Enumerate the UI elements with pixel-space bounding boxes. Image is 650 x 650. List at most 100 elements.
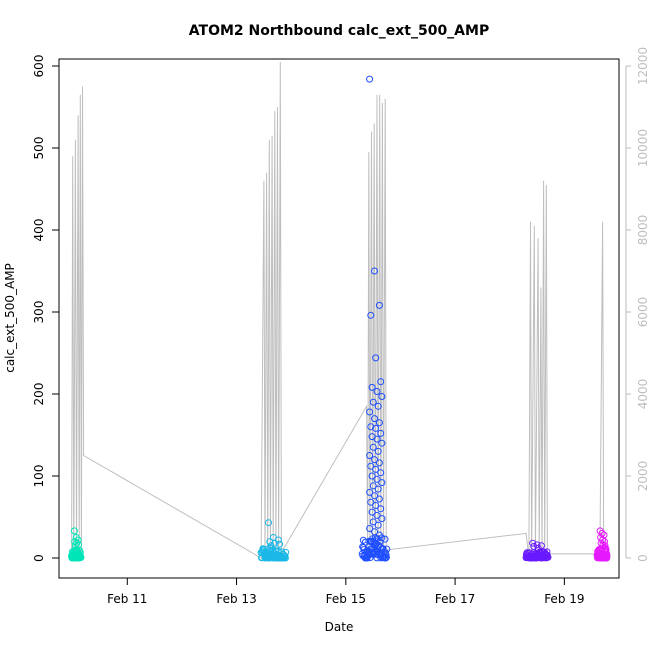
data-point — [603, 550, 611, 558]
x-tick-label: Feb 15 — [326, 592, 366, 606]
data-point — [369, 482, 377, 490]
data-point — [369, 443, 377, 451]
data-point — [373, 388, 381, 395]
data-point — [371, 528, 378, 536]
data-point — [529, 539, 537, 547]
data-point — [267, 542, 275, 550]
data-point — [367, 311, 375, 319]
y-tick-label: 100 — [32, 465, 46, 488]
data-point — [367, 423, 375, 431]
y2-tick-label: 8000 — [636, 215, 650, 246]
y-tick-label: 600 — [32, 55, 46, 78]
data-point — [372, 354, 380, 362]
data-point — [70, 527, 78, 535]
scatter-points-group — [68, 75, 611, 562]
data-point — [377, 469, 385, 477]
data-point — [369, 398, 377, 406]
data-point — [276, 540, 284, 548]
data-point — [367, 498, 375, 506]
data-point — [375, 459, 383, 467]
data-point — [372, 424, 380, 432]
y-tick-label: 500 — [32, 137, 46, 160]
data-point — [77, 554, 85, 561]
data-point — [71, 542, 79, 550]
y2-tick-label: 10000 — [636, 129, 650, 167]
data-point — [372, 465, 380, 473]
data-point — [366, 75, 374, 83]
data-point — [598, 529, 606, 537]
y2-tick-label: 2000 — [636, 461, 650, 492]
data-point — [377, 378, 385, 386]
data-point — [544, 553, 552, 561]
data-point — [530, 543, 538, 550]
data-point — [378, 515, 386, 523]
data-point — [274, 547, 282, 555]
data-point — [375, 531, 383, 539]
chart-title: ATOM2 Northbound calc_ext_500_AMP — [189, 23, 489, 39]
data-point — [282, 548, 290, 556]
x-tick-label: Feb 13 — [216, 592, 256, 606]
data-point — [371, 415, 378, 423]
data-point — [383, 545, 391, 553]
plot-frame — [58, 58, 620, 579]
data-point — [373, 475, 381, 483]
data-point — [368, 472, 376, 480]
data-point — [371, 267, 378, 275]
data-point — [601, 538, 608, 546]
data-point — [366, 525, 374, 532]
data-point — [372, 502, 380, 509]
x-axis: Feb 11 Feb 13 Feb 15 Feb 17 Feb 19 — [107, 578, 585, 606]
data-point — [371, 492, 378, 500]
y2-tick-label: 0 — [636, 554, 650, 562]
y-axis-label: calc_ext_500_AMP — [3, 263, 17, 373]
data-point — [367, 538, 375, 546]
data-point — [368, 383, 376, 391]
y-tick-label: 300 — [32, 301, 46, 324]
data-point — [369, 518, 377, 526]
x-tick-label: Feb 17 — [435, 592, 475, 606]
data-point — [371, 456, 378, 464]
y-tick-label: 200 — [32, 383, 46, 406]
data-point — [366, 488, 374, 496]
data-point — [374, 521, 382, 529]
y2-tick-label: 4000 — [636, 379, 650, 410]
y-tick-label: 0 — [32, 554, 46, 562]
data-point — [372, 539, 380, 547]
y2-tick-label: 6000 — [636, 297, 650, 328]
data-point — [374, 447, 382, 455]
secondary-line-group — [71, 61, 607, 560]
data-point — [534, 544, 542, 552]
data-point — [376, 538, 384, 546]
data-point — [265, 519, 272, 527]
x-tick-label: Feb 11 — [107, 592, 147, 606]
data-point — [366, 452, 374, 459]
data-point — [382, 553, 390, 561]
data-point — [378, 479, 386, 487]
data-point — [266, 538, 274, 546]
data-point — [375, 495, 383, 503]
data-point — [375, 419, 383, 427]
secondary-series-line — [71, 61, 607, 560]
data-point — [368, 508, 376, 516]
data-point — [603, 553, 611, 561]
data-point — [373, 435, 381, 443]
data-point — [377, 429, 385, 437]
data-point — [373, 511, 381, 519]
data-point — [75, 541, 82, 549]
data-point — [367, 462, 375, 470]
y2-tick-label: 12000 — [636, 47, 650, 85]
data-point — [374, 485, 382, 493]
data-point — [374, 402, 382, 410]
data-point — [74, 536, 82, 544]
data-point — [602, 546, 610, 554]
data-point — [601, 542, 609, 550]
x-axis-label: Date — [325, 620, 354, 634]
data-point — [377, 505, 385, 513]
data-point — [375, 301, 383, 309]
y-axis-left: 0 100 200 300 400 500 600 — [32, 55, 59, 562]
data-point — [378, 439, 386, 447]
data-point — [366, 408, 374, 416]
y-tick-label: 400 — [32, 219, 46, 242]
y-axis-right: 0 2000 4000 6000 8000 10000 12000 — [625, 47, 650, 562]
